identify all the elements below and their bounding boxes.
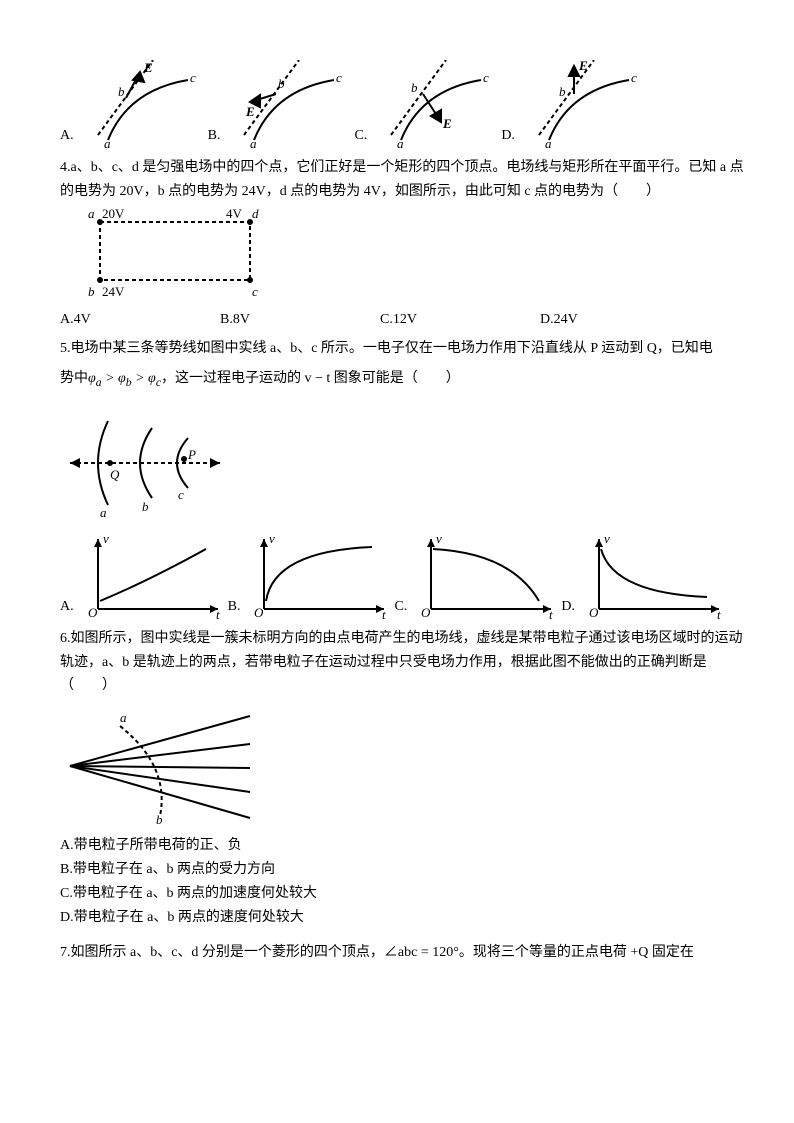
- q5-opt-a-label: A.: [60, 595, 78, 621]
- svg-text:v: v: [436, 531, 442, 546]
- q3-option-c: C. a b c E: [354, 60, 501, 150]
- q5-option-c: C. O v t: [394, 531, 561, 621]
- q4: 4.a、b、c、d 是匀强电场中的四个点，它们正好是一个矩形的四个顶点。电场线与…: [60, 156, 744, 331]
- svg-text:P: P: [187, 447, 196, 462]
- svg-text:E: E: [578, 60, 588, 73]
- q3-diagram-a: a b c E: [78, 60, 208, 150]
- svg-text:d: d: [252, 206, 259, 221]
- svg-text:a: a: [545, 136, 552, 150]
- q3-option-b: B. a b c E: [208, 60, 355, 150]
- q3-opt-c-label: C.: [354, 124, 371, 150]
- svg-text:v: v: [103, 531, 109, 546]
- svg-text:v: v: [269, 531, 275, 546]
- q4-label-24v: 24V: [102, 284, 125, 299]
- q3-opt-a-label: A.: [60, 124, 78, 150]
- svg-text:b: b: [411, 80, 418, 95]
- svg-text:a: a: [104, 136, 111, 150]
- q7-text: 7.如图所示 a、b、c、d 分别是一个菱形的四个顶点，∠abc = 120°。…: [60, 941, 744, 965]
- q5-opt-d-label: D.: [561, 595, 579, 621]
- q5-text2-post: ，这一过程电子运动的 v − t 图象可能是（ ）: [161, 367, 460, 393]
- q4-opt-c: C.12V: [380, 308, 440, 332]
- svg-text:O: O: [421, 605, 431, 620]
- q4-opt-a: A.4V: [60, 308, 120, 332]
- q4-diagram: a d b c 20V 4V 24V: [60, 204, 280, 304]
- svg-text:c: c: [631, 70, 637, 85]
- svg-text:t: t: [549, 607, 553, 621]
- svg-text:a: a: [250, 136, 257, 150]
- q5-text2-pre: 势中: [60, 367, 88, 393]
- svg-text:c: c: [483, 70, 489, 85]
- svg-text:t: t: [216, 607, 220, 621]
- q6: 6.如图所示，图中实线是一簇未标明方向的由点电荷产生的电场线，虚线是某带电粒子通…: [60, 627, 744, 930]
- q3-diagram-d: a b c E: [519, 60, 649, 150]
- q6-opt-c: C.带电粒子在 a、b 两点的加速度何处较大: [60, 882, 744, 906]
- svg-text:b: b: [559, 84, 566, 99]
- q4-label-4v: 4V: [226, 206, 243, 221]
- q3-options: A. a b c E B. a b: [60, 60, 744, 150]
- svg-text:O: O: [88, 605, 98, 620]
- q3-diagram-b: a b c E: [224, 60, 354, 150]
- q5: 5.电场中某三条等势线如图中实线 a、b、c 所示。一电子仅在一电场力作用下沿直…: [60, 337, 744, 620]
- svg-text:b: b: [118, 84, 125, 99]
- svg-text:a: a: [120, 710, 127, 725]
- q4-opt-b: B.8V: [220, 308, 280, 332]
- q5-option-a: A. O v t: [60, 531, 228, 621]
- q5-option-d: D. O v t: [561, 531, 729, 621]
- svg-text:c: c: [252, 284, 258, 299]
- q5-text2: 势中 φa > φb > φc ，这一过程电子运动的 v − t 图象可能是（ …: [60, 367, 744, 393]
- svg-text:b: b: [156, 812, 163, 826]
- svg-text:b: b: [88, 284, 95, 299]
- q5-graph-c: O v t: [411, 531, 561, 621]
- svg-text:E: E: [143, 60, 153, 75]
- q7: 7.如图所示 a、b、c、d 分别是一个菱形的四个顶点，∠abc = 120°。…: [60, 941, 744, 965]
- q5-graph-b: O v t: [244, 531, 394, 621]
- svg-text:b: b: [278, 76, 285, 91]
- q4-label-20v: 20V: [102, 206, 125, 221]
- q5-opt-b-label: B.: [228, 595, 245, 621]
- q3-opt-b-label: B.: [208, 124, 225, 150]
- q5-graph-d: O v t: [579, 531, 729, 621]
- q5-opt-c-label: C.: [394, 595, 411, 621]
- q6-diagram: a b: [60, 706, 260, 826]
- q3-diagram-c: a b c E: [371, 60, 501, 150]
- svg-text:a: a: [397, 136, 404, 150]
- svg-text:Q: Q: [110, 467, 120, 482]
- q5-option-b: B. O v t: [228, 531, 395, 621]
- q5-diagram: Q P a b c: [60, 403, 230, 523]
- q3-option-a: A. a b c E: [60, 60, 208, 150]
- q6-opt-b: B.带电粒子在 a、b 两点的受力方向: [60, 858, 744, 882]
- svg-text:b: b: [142, 499, 149, 514]
- svg-text:v: v: [604, 531, 610, 546]
- svg-text:E: E: [442, 116, 452, 131]
- q6-text: 6.如图所示，图中实线是一簇未标明方向的由点电荷产生的电场线，虚线是某带电粒子通…: [60, 627, 744, 698]
- svg-text:c: c: [190, 70, 196, 85]
- svg-text:c: c: [178, 487, 184, 502]
- svg-text:c: c: [336, 70, 342, 85]
- svg-text:a: a: [88, 206, 95, 221]
- svg-text:t: t: [382, 607, 386, 621]
- q5-options: A. O v t B. O v: [60, 531, 744, 621]
- q3-option-d: D. a b c E: [501, 60, 649, 150]
- svg-text:O: O: [254, 605, 264, 620]
- svg-text:E: E: [245, 104, 255, 119]
- q4-opt-d: D.24V: [540, 308, 600, 332]
- q3-opt-d-label: D.: [501, 124, 519, 150]
- q5-text1: 5.电场中某三条等势线如图中实线 a、b、c 所示。一电子仅在一电场力作用下沿直…: [60, 337, 744, 361]
- svg-text:a: a: [100, 505, 107, 520]
- q5-phi: φa > φb > φc: [88, 367, 161, 393]
- q5-graph-a: O v t: [78, 531, 228, 621]
- q4-options: A.4V B.8V C.12V D.24V: [60, 308, 744, 332]
- svg-text:t: t: [717, 607, 721, 621]
- svg-text:O: O: [589, 605, 599, 620]
- q6-opt-a: A.带电粒子所带电荷的正、负: [60, 834, 744, 858]
- q6-opt-d: D.带电粒子在 a、b 两点的速度何处较大: [60, 906, 744, 930]
- q4-text: 4.a、b、c、d 是匀强电场中的四个点，它们正好是一个矩形的四个顶点。电场线与…: [60, 156, 744, 204]
